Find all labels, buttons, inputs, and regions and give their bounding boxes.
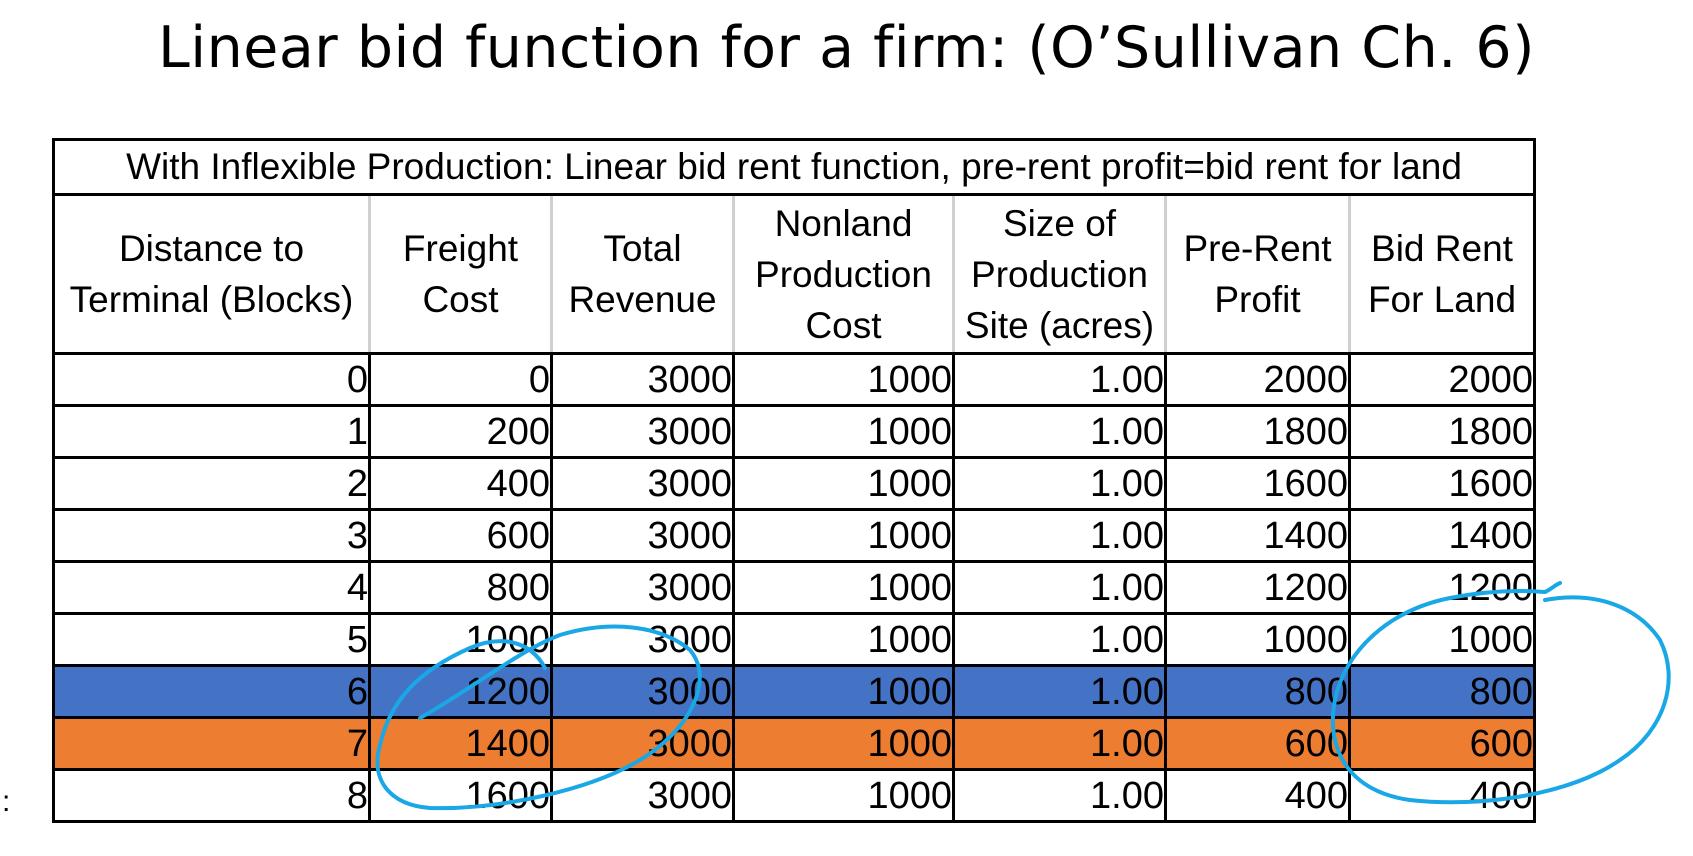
table-caption: With Inflexible Production: Linear bid r…: [52, 138, 1536, 196]
table-cell: 1.00: [952, 716, 1167, 771]
table-row: 1 200 3000 1000 1.00 1800 1800: [52, 404, 1536, 459]
table-row: 5 1000 3000 1000 1.00 1000 1000: [52, 612, 1536, 667]
table-row: 6 1200 3000 1000 1.00 800 800: [52, 664, 1536, 719]
table-cell: 3000: [550, 716, 735, 771]
column-header: Freight Cost: [368, 193, 553, 355]
table-cell: 1600: [1348, 456, 1536, 511]
table-cell: 1600: [1164, 456, 1351, 511]
column-header: Distance to Terminal (Blocks): [52, 193, 371, 355]
table-cell: 1400: [1348, 508, 1536, 563]
table-cell: 800: [1348, 664, 1536, 719]
table-cell: 1000: [732, 404, 955, 459]
column-header: Pre-Rent Profit: [1164, 193, 1351, 355]
table-cell: 3000: [550, 404, 735, 459]
table-cell: 1000: [732, 560, 955, 615]
table-cell: 600: [1348, 716, 1536, 771]
table-cell: 3000: [550, 352, 735, 407]
table-cell: 4: [52, 560, 371, 615]
column-header: Total Revenue: [550, 193, 735, 355]
table-cell: 3: [52, 508, 371, 563]
table-cell: 8: [52, 768, 371, 823]
table-cell: 800: [368, 560, 553, 615]
table-cell: 3000: [550, 664, 735, 719]
table-cell: 1.00: [952, 560, 1167, 615]
table-cell: 600: [368, 508, 553, 563]
table-cell: 1.00: [952, 664, 1167, 719]
table-cell: 0: [368, 352, 553, 407]
bid-rent-table: With Inflexible Production: Linear bid r…: [52, 138, 1536, 823]
table-cell: 800: [1164, 664, 1351, 719]
table-cell: 1000: [368, 612, 553, 667]
table-cell: 2000: [1164, 352, 1351, 407]
table-cell: 1400: [368, 716, 553, 771]
table-cell: 1000: [1348, 612, 1536, 667]
side-mark: :: [2, 785, 11, 818]
table-cell: 1.00: [952, 404, 1167, 459]
table-cell: 1000: [732, 664, 955, 719]
table-cell: 3000: [550, 768, 735, 823]
table-row: 0 0 3000 1000 1.00 2000 2000: [52, 352, 1536, 407]
column-header: Size of Production Site (acres): [952, 193, 1167, 355]
table-cell: 1.00: [952, 508, 1167, 563]
table-cell: 3000: [550, 560, 735, 615]
table-cell: 200: [368, 404, 553, 459]
slide-title: Linear bid function for a firm: (O’Sulli…: [158, 15, 1535, 81]
table-cell: 1200: [368, 664, 553, 719]
table-cell: 1800: [1348, 404, 1536, 459]
table-row: 7 1400 3000 1000 1.00 600 600: [52, 716, 1536, 771]
table-cell: 400: [1348, 768, 1536, 823]
table-cell: 3000: [550, 508, 735, 563]
table-cell: 400: [368, 456, 553, 511]
table-cell: 3000: [550, 456, 735, 511]
table-cell: 1.00: [952, 768, 1167, 823]
table-cell: 2: [52, 456, 371, 511]
table-row: 4 800 3000 1000 1.00 1200 1200: [52, 560, 1536, 615]
table-cell: 1200: [1348, 560, 1536, 615]
table-cell: 5: [52, 612, 371, 667]
column-header: Nonland Production Cost: [732, 193, 955, 355]
table-cell: 1.00: [952, 612, 1167, 667]
table-cell: 1000: [732, 456, 955, 511]
table-cell: 2000: [1348, 352, 1536, 407]
table-cell: 1600: [368, 768, 553, 823]
table-row: 8 1600 3000 1000 1.00 400 400: [52, 768, 1536, 823]
table-row: 3 600 3000 1000 1.00 1400 1400: [52, 508, 1536, 563]
table-cell: 1000: [732, 508, 955, 563]
table-cell: 600: [1164, 716, 1351, 771]
table-row: 2 400 3000 1000 1.00 1600 1600: [52, 456, 1536, 511]
table-cell: 1800: [1164, 404, 1351, 459]
table-cell: 1.00: [952, 352, 1167, 407]
table-cell: 1000: [732, 612, 955, 667]
column-header: Bid Rent For Land: [1348, 193, 1536, 355]
table-cell: 1000: [732, 352, 955, 407]
table-cell: 1: [52, 404, 371, 459]
table-cell: 0: [52, 352, 371, 407]
table-cell: 3000: [550, 612, 735, 667]
table-cell: 1000: [1164, 612, 1351, 667]
table-cell: 1400: [1164, 508, 1351, 563]
table-cell: 400: [1164, 768, 1351, 823]
table-cell: 1000: [732, 768, 955, 823]
table-cell: 6: [52, 664, 371, 719]
table-cell: 7: [52, 716, 371, 771]
table-cell: 1.00: [952, 456, 1167, 511]
table-cell: 1000: [732, 716, 955, 771]
table-cell: 1200: [1164, 560, 1351, 615]
